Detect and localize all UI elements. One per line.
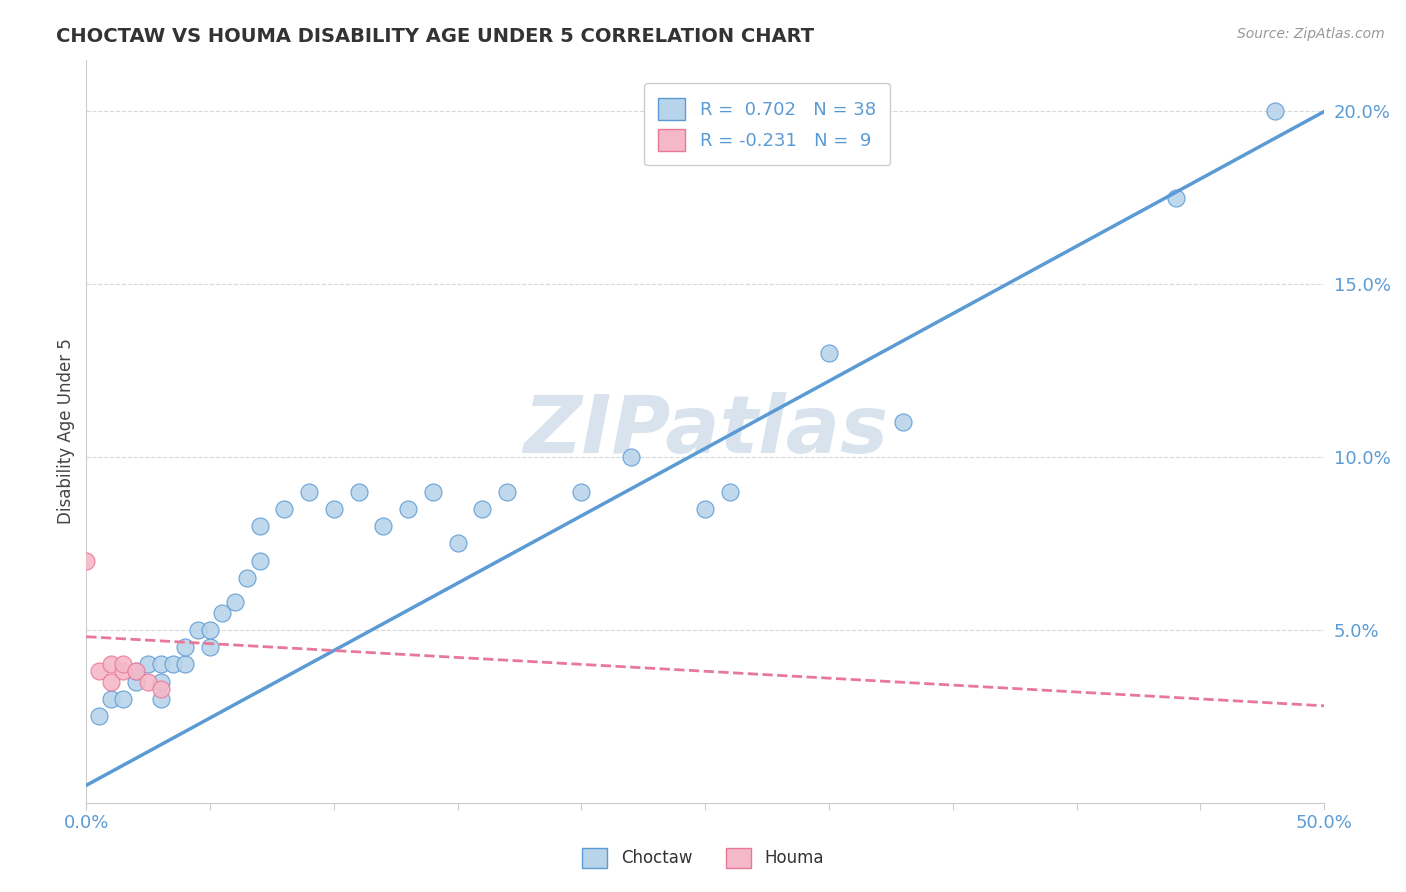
Point	[273, 501, 295, 516]
Point	[125, 665, 148, 679]
Point	[298, 484, 321, 499]
Point	[198, 623, 221, 637]
Point	[471, 501, 494, 516]
Text: Source: ZipAtlas.com: Source: ZipAtlas.com	[1237, 27, 1385, 41]
Text: CHOCTAW VS HOUMA DISABILITY AGE UNDER 5 CORRELATION CHART: CHOCTAW VS HOUMA DISABILITY AGE UNDER 5 …	[56, 27, 814, 45]
Text: ZIPatlas: ZIPatlas	[523, 392, 887, 470]
Point	[347, 484, 370, 499]
Point	[236, 571, 259, 585]
Point	[149, 692, 172, 706]
Point	[136, 674, 159, 689]
Point	[125, 665, 148, 679]
Point	[396, 501, 419, 516]
Point	[620, 450, 643, 464]
Point	[249, 554, 271, 568]
Point	[1164, 191, 1187, 205]
Point	[249, 519, 271, 533]
Point	[198, 640, 221, 654]
Legend: Choctaw, Houma: Choctaw, Houma	[576, 841, 830, 875]
Point	[100, 692, 122, 706]
Point	[496, 484, 519, 499]
Point	[125, 674, 148, 689]
Point	[211, 606, 233, 620]
Point	[174, 640, 197, 654]
Y-axis label: Disability Age Under 5: Disability Age Under 5	[58, 338, 75, 524]
Point	[718, 484, 741, 499]
Point	[87, 709, 110, 723]
Point	[571, 484, 593, 499]
Point	[87, 665, 110, 679]
Point	[187, 623, 209, 637]
Point	[818, 346, 841, 360]
Point	[112, 657, 135, 672]
Point	[75, 554, 97, 568]
Point	[100, 657, 122, 672]
Point	[322, 501, 344, 516]
Point	[893, 416, 915, 430]
Point	[149, 657, 172, 672]
Point	[1264, 104, 1286, 119]
Point	[447, 536, 470, 550]
Point	[100, 674, 122, 689]
Point	[136, 657, 159, 672]
Point	[149, 681, 172, 696]
Point	[112, 665, 135, 679]
Point	[422, 484, 444, 499]
Point	[162, 657, 184, 672]
Legend: R =  0.702   N = 38, R = -0.231   N =  9: R = 0.702 N = 38, R = -0.231 N = 9	[644, 84, 890, 165]
Point	[112, 692, 135, 706]
Point	[224, 595, 246, 609]
Point	[149, 674, 172, 689]
Point	[695, 501, 717, 516]
Point	[373, 519, 395, 533]
Point	[174, 657, 197, 672]
